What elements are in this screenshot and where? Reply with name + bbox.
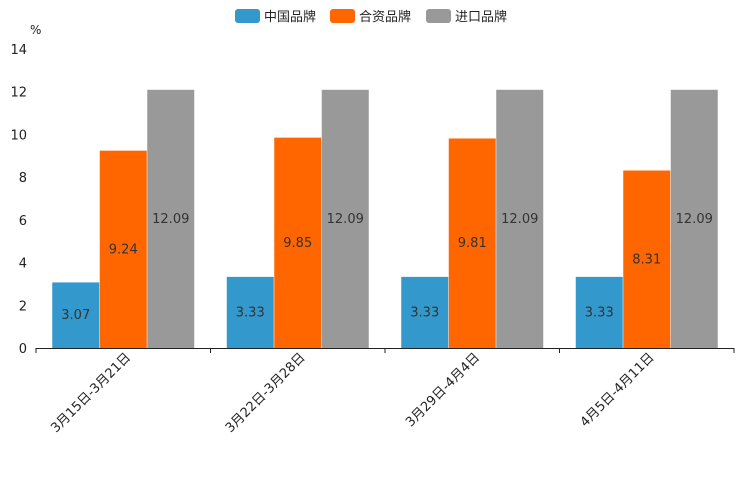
bar-1-3 xyxy=(401,276,449,348)
y-tick-label: 10 xyxy=(10,128,27,143)
bar-3-2 xyxy=(321,89,369,348)
data-label: 12.09 xyxy=(152,212,189,227)
legend-swatch-3 xyxy=(426,9,451,23)
bar-1-2 xyxy=(226,276,274,348)
legend-label-2: 合资品牌 xyxy=(359,9,411,25)
bar-2-3 xyxy=(448,138,496,348)
y-tick-label: 12 xyxy=(10,86,27,101)
x-tick-label: 4月5日-4月11日 xyxy=(578,350,658,430)
data-label: 9.81 xyxy=(458,236,487,251)
y-unit-label: % xyxy=(30,23,41,37)
y-tick-label: 8 xyxy=(19,171,27,186)
x-tick-label: 3月22日-3月28日 xyxy=(223,350,309,436)
y-tick-label: 2 xyxy=(19,299,27,314)
bar-2-1 xyxy=(99,150,147,348)
legend-swatch-1 xyxy=(235,9,260,23)
bar-1-1 xyxy=(52,282,100,348)
legend-label-3: 进口品牌 xyxy=(455,9,507,25)
data-label: 3.33 xyxy=(236,305,265,320)
data-label: 3.33 xyxy=(410,305,439,320)
legend: 中国品牌 合资品牌 进口品牌 xyxy=(235,9,507,25)
y-tick-label: 0 xyxy=(19,342,27,357)
data-label: 8.31 xyxy=(632,252,661,267)
y-tick-label: 4 xyxy=(19,257,27,272)
data-label: 12.09 xyxy=(327,212,364,227)
y-axis: 0 2 4 6 8 10 12 14 xyxy=(10,43,27,357)
x-axis: 3月15日-3月21日 3月22日-3月28日 3月29日-4月4日 4月5日-4月1… xyxy=(35,348,735,436)
y-tick-label: 6 xyxy=(19,214,27,229)
data-label: 9.85 xyxy=(283,236,312,251)
x-tick-label: 3月15日-3月21日 xyxy=(48,350,134,436)
data-label: 9.24 xyxy=(109,242,138,257)
bar-3-4 xyxy=(670,89,718,348)
y-tick-label: 14 xyxy=(10,43,27,58)
bar-3-1 xyxy=(147,89,195,348)
data-label: 12.09 xyxy=(501,212,538,227)
data-label: 3.07 xyxy=(61,308,90,323)
bar-3-3 xyxy=(496,89,544,348)
bar-2-4 xyxy=(623,170,671,348)
data-label: 3.33 xyxy=(585,305,614,320)
bar-1-4 xyxy=(575,276,623,348)
bar-2-2 xyxy=(274,137,322,348)
legend-swatch-2 xyxy=(330,9,355,23)
legend-label-1: 中国品牌 xyxy=(264,9,316,25)
x-tick-label: 3月29日-4月4日 xyxy=(403,350,483,430)
bars: 3.07 9.24 12.09 3.33 9.85 12.09 3.33 9.81 12.09 3… xyxy=(52,89,718,348)
data-label: 12.09 xyxy=(676,212,713,227)
